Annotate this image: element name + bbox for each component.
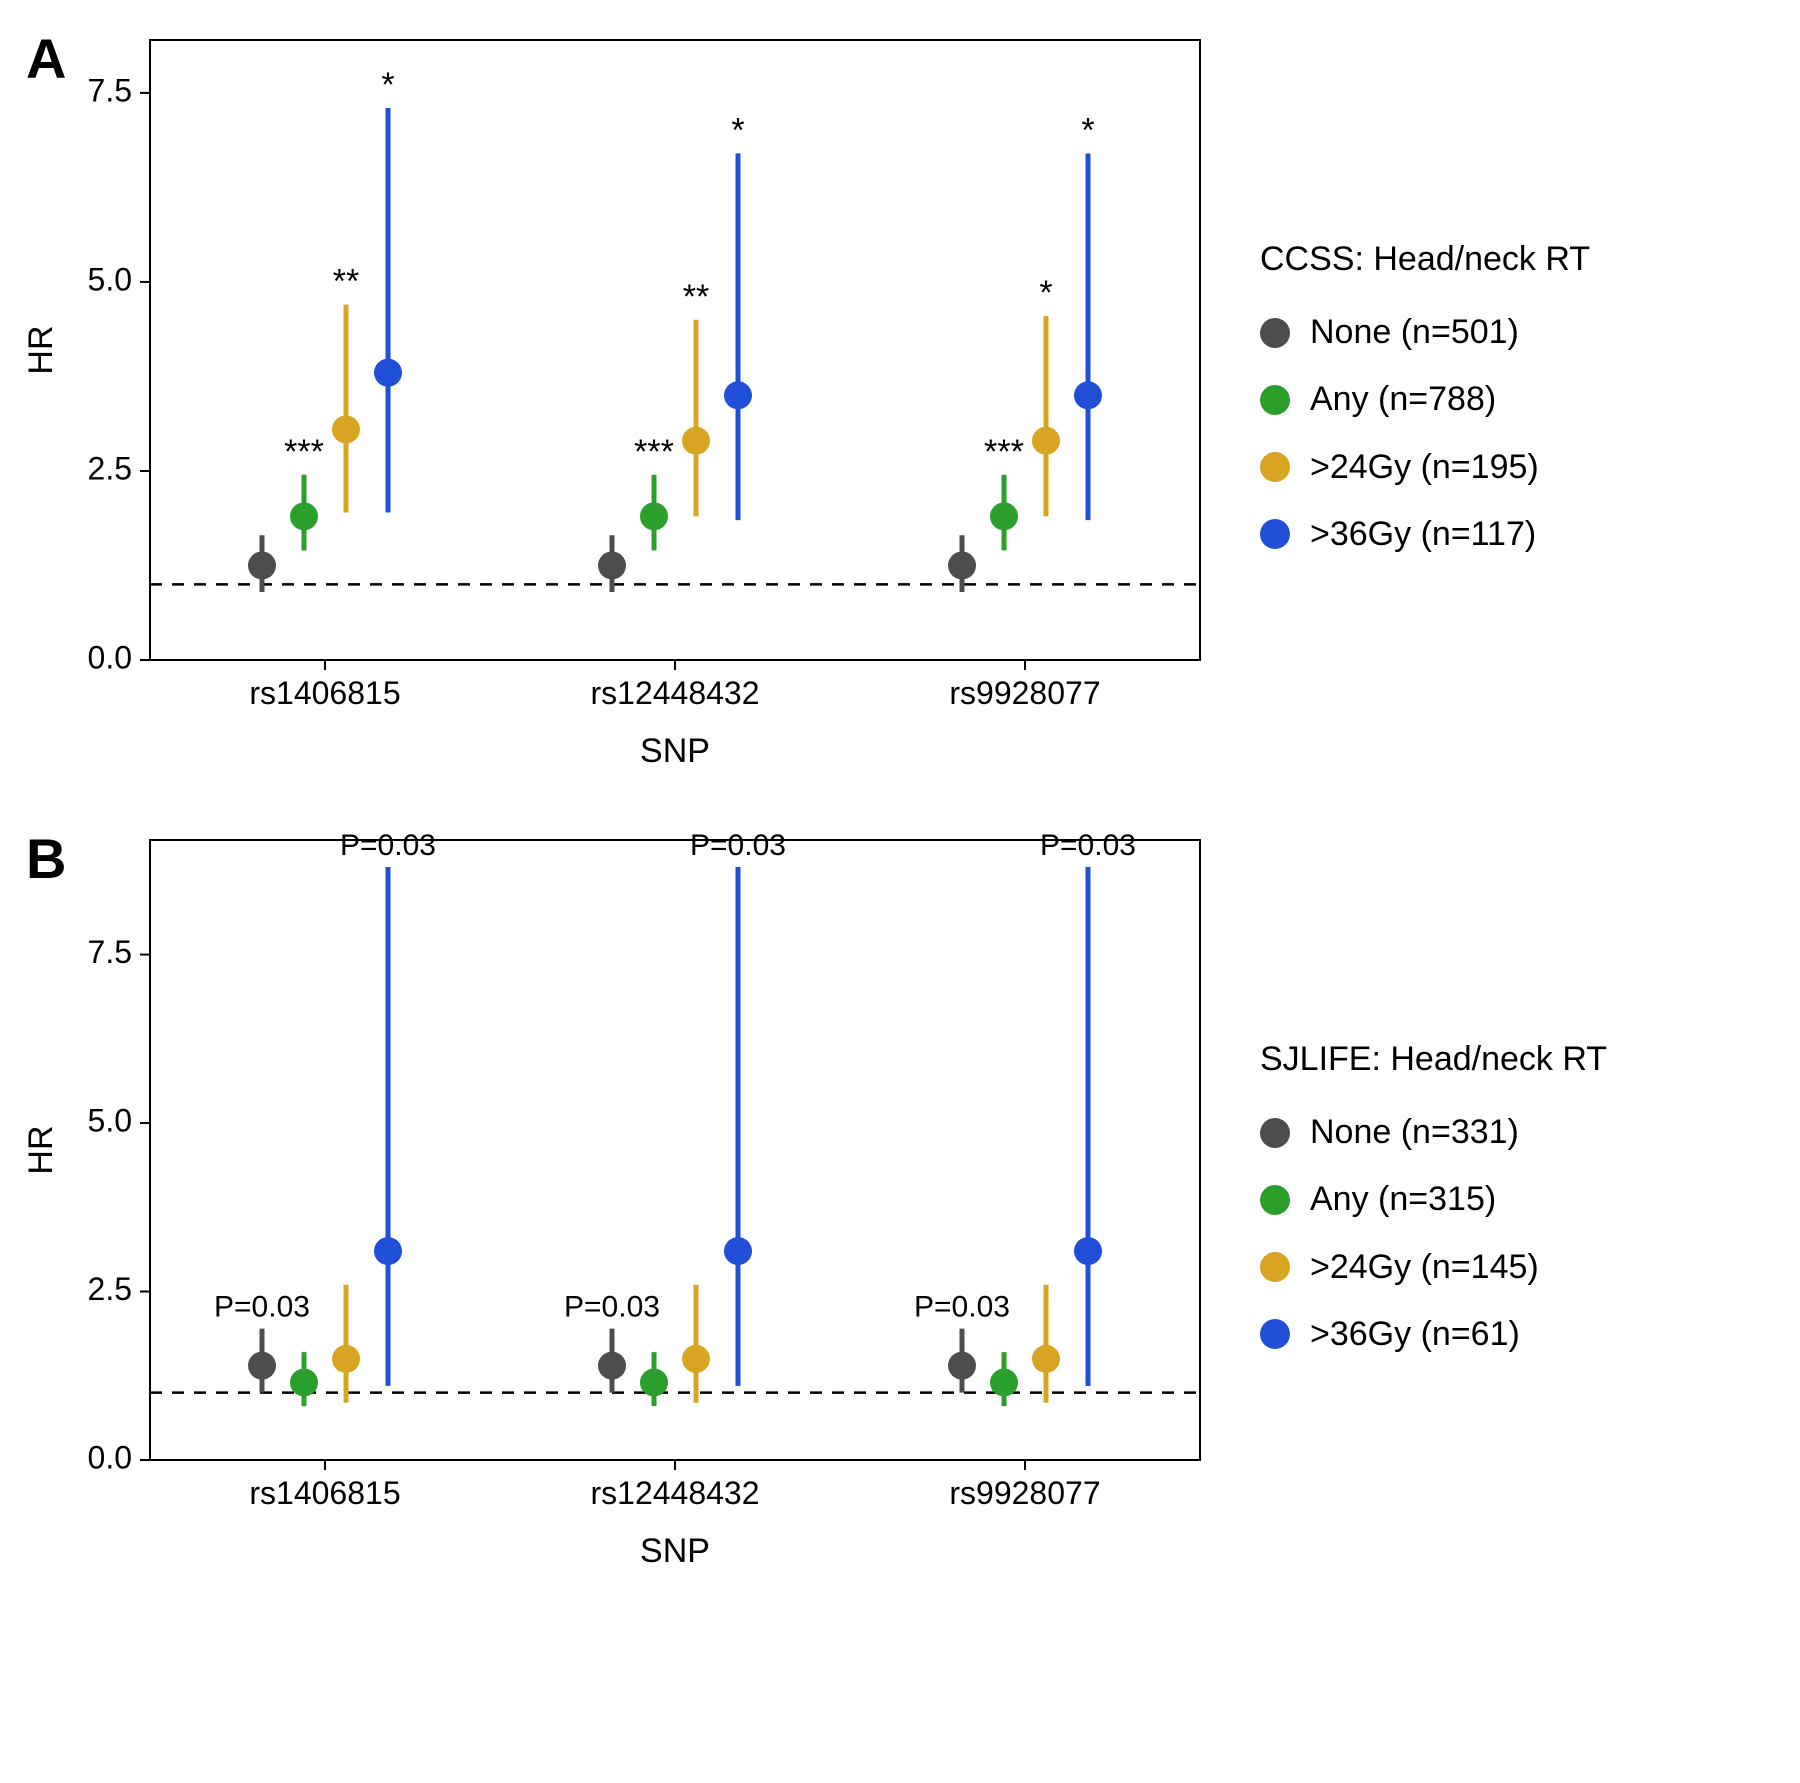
point-marker: [1074, 1237, 1102, 1265]
point-marker: [682, 1345, 710, 1373]
legend-A: CCSS: Head/neck RT None (n=501)Any (n=78…: [1260, 229, 1590, 571]
sig-annotation: ***: [284, 433, 324, 471]
x-tick-label: rs9928077: [949, 675, 1100, 711]
legend-label: >36Gy (n=117): [1310, 504, 1536, 565]
y-tick-label: 2.5: [88, 450, 132, 486]
legend-label: Any (n=788): [1310, 369, 1496, 430]
legend-swatch: [1260, 1252, 1290, 1282]
x-tick-label: rs1406815: [249, 675, 400, 711]
legend-item: None (n=331): [1260, 1102, 1607, 1163]
point-marker: [640, 1369, 668, 1397]
legend-label: >36Gy (n=61): [1310, 1304, 1520, 1365]
sig-annotation: P=0.03: [214, 1291, 310, 1324]
point-marker: [290, 1369, 318, 1397]
legend-label: >24Gy (n=145): [1310, 1237, 1539, 1298]
point-marker: [290, 502, 318, 530]
point-marker: [724, 1237, 752, 1265]
y-tick-label: 2.5: [88, 1271, 132, 1307]
point-marker: [948, 1352, 976, 1380]
legend-item: Any (n=315): [1260, 1169, 1607, 1230]
sig-annotation: *: [1039, 274, 1052, 312]
legend-item: Any (n=788): [1260, 369, 1590, 430]
point-marker: [598, 1352, 626, 1380]
point-marker: [374, 1237, 402, 1265]
legend-swatch: [1260, 452, 1290, 482]
panel-B-row: B 0.0 2.5 5.0 7.5 HR rs1406815 rs12448432 rs992…: [20, 820, 1800, 1580]
point-marker: [724, 381, 752, 409]
plot-area: [150, 40, 1200, 660]
x-axis-label: SNP: [640, 1532, 710, 1570]
x-tick-label: rs9928077: [949, 1475, 1100, 1511]
point-marker: [374, 359, 402, 387]
legend-swatch: [1260, 318, 1290, 348]
legend-label: >24Gy (n=195): [1310, 437, 1539, 498]
point-marker: [640, 502, 668, 530]
sig-annotation: *: [1081, 111, 1094, 149]
panel-A-row: A 0.0 2.5 5.0 7.5 HR rs1406815 rs12448432 rs992…: [20, 20, 1800, 780]
point-marker: [598, 551, 626, 579]
sig-annotation: *: [381, 66, 394, 104]
y-tick-label: 7.5: [88, 934, 132, 970]
y-tick-label: 7.5: [88, 72, 132, 108]
legend-A-title: CCSS: Head/neck RT: [1260, 229, 1590, 290]
sig-annotation: P=0.03: [914, 1291, 1010, 1324]
point-marker: [248, 1352, 276, 1380]
sig-annotation: P=0.03: [340, 829, 436, 862]
y-tick-label: 5.0: [88, 1102, 132, 1138]
y-axis-label: HR: [22, 325, 60, 374]
point-marker: [332, 415, 360, 443]
legend-swatch: [1260, 1185, 1290, 1215]
x-tick-label: rs12448432: [590, 675, 759, 711]
x-tick-label: rs1406815: [249, 1475, 400, 1511]
sig-annotation: ***: [634, 433, 674, 471]
legend-item: None (n=501): [1260, 302, 1590, 363]
legend-item: >36Gy (n=117): [1260, 504, 1590, 565]
legend-swatch: [1260, 519, 1290, 549]
point-marker: [948, 551, 976, 579]
point-marker: [1032, 1345, 1060, 1373]
sig-annotation: **: [683, 278, 709, 316]
point-marker: [682, 427, 710, 455]
y-tick-label: 0.0: [88, 639, 132, 675]
forest-chart-A: 0.0 2.5 5.0 7.5 HR rs1406815 rs12448432 rs99280…: [20, 20, 1220, 780]
y-axis-label: HR: [22, 1125, 60, 1174]
sig-annotation: P=0.03: [564, 1291, 660, 1324]
sig-annotation: P=0.03: [690, 829, 786, 862]
panel-label-A: A: [26, 26, 66, 91]
sig-annotation: P=0.03: [1040, 829, 1136, 862]
point-marker: [248, 551, 276, 579]
legend-label: None (n=331): [1310, 1102, 1519, 1163]
point-marker: [990, 502, 1018, 530]
point-marker: [1032, 427, 1060, 455]
legend-item: >24Gy (n=195): [1260, 437, 1590, 498]
panel-A-chartwrap: A 0.0 2.5 5.0 7.5 HR rs1406815 rs12448432 rs992…: [20, 20, 1220, 780]
y-tick-label: 5.0: [88, 261, 132, 297]
y-tick-label: 0.0: [88, 1439, 132, 1475]
point-marker: [990, 1369, 1018, 1397]
sig-annotation: ***: [984, 433, 1024, 471]
point-marker: [332, 1345, 360, 1373]
x-tick-label: rs12448432: [590, 1475, 759, 1511]
legend-swatch: [1260, 1319, 1290, 1349]
x-axis-label: SNP: [640, 732, 710, 770]
point-marker: [1074, 381, 1102, 409]
legend-label: Any (n=315): [1310, 1169, 1496, 1230]
panel-B-chartwrap: B 0.0 2.5 5.0 7.5 HR rs1406815 rs12448432 rs992…: [20, 820, 1220, 1580]
legend-B-title: SJLIFE: Head/neck RT: [1260, 1029, 1607, 1090]
forest-chart-B: 0.0 2.5 5.0 7.5 HR rs1406815 rs12448432 rs99280…: [20, 820, 1220, 1580]
sig-annotation: **: [333, 263, 359, 301]
panel-label-B: B: [26, 826, 66, 891]
legend-swatch: [1260, 385, 1290, 415]
figure: A 0.0 2.5 5.0 7.5 HR rs1406815 rs12448432 rs992…: [20, 20, 1800, 1580]
legend-B: SJLIFE: Head/neck RT None (n=331)Any (n=…: [1260, 1029, 1607, 1371]
sig-annotation: *: [731, 111, 744, 149]
legend-label: None (n=501): [1310, 302, 1519, 363]
legend-item: >24Gy (n=145): [1260, 1237, 1607, 1298]
legend-swatch: [1260, 1118, 1290, 1148]
legend-item: >36Gy (n=61): [1260, 1304, 1607, 1365]
